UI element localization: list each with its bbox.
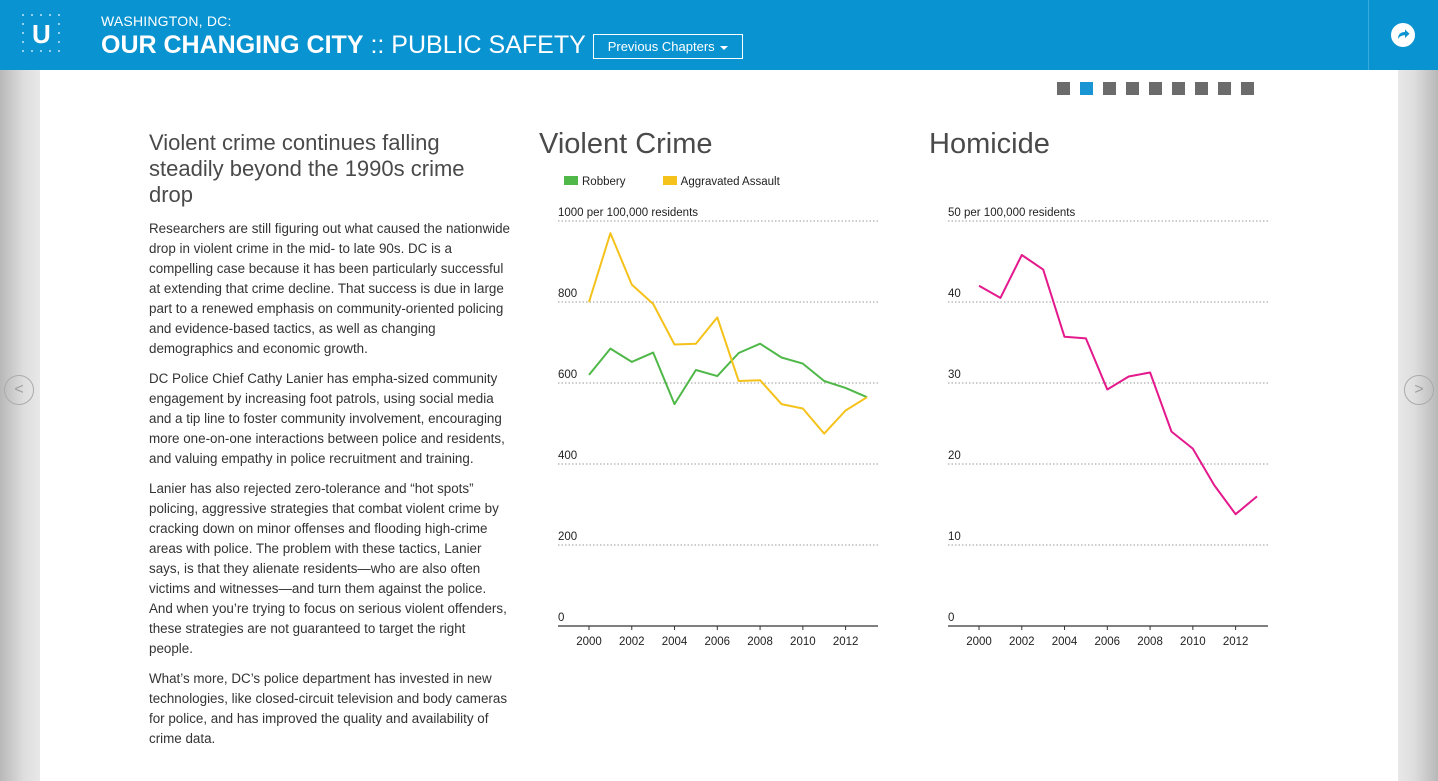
x-tick-label: 2010 xyxy=(790,636,816,648)
x-tick-label: 2008 xyxy=(747,636,773,648)
pager-dot-3[interactable] xyxy=(1103,82,1116,95)
previous-chapters-label: Previous Chapters xyxy=(607,39,715,54)
location-kicker: WASHINGTON, DC: xyxy=(101,13,232,29)
logo-dots xyxy=(22,14,62,58)
left-rail xyxy=(0,70,40,781)
x-tick-label: 2008 xyxy=(1137,636,1163,648)
legend-swatch-assault xyxy=(662,176,677,186)
logo-dot xyxy=(31,14,33,16)
article: Violent crime continues falling steadily… xyxy=(149,130,511,759)
page-title-main: OUR CHANGING CITY xyxy=(101,31,364,59)
y-tick-label: 30 xyxy=(948,369,961,381)
x-tick-label: 2012 xyxy=(1223,636,1249,648)
logo-dot xyxy=(58,14,60,16)
homicide-chart: 0 10 20 30 40 50 per 100,000 residents 2000 200… xyxy=(948,207,1268,648)
y-tick-label: 400 xyxy=(558,450,577,462)
previous-slide-button[interactable]: < xyxy=(4,375,34,405)
top-bar: U WASHINGTON, DC: OUR CHANGING CITY :: P… xyxy=(0,0,1438,70)
article-headline: Violent crime continues falling steadily… xyxy=(149,130,465,207)
share-arrow-icon xyxy=(1391,23,1415,47)
pager-dot-4[interactable] xyxy=(1126,82,1139,95)
y-tick-label: 10 xyxy=(948,531,961,543)
legend-item-assault: Aggravated Assault xyxy=(662,176,780,188)
y-tick-label: 600 xyxy=(558,369,577,381)
violent-crime-chart: 0 200 400 600 800 1000 per 100,000 residents 2… xyxy=(558,207,878,648)
logo-letter: U xyxy=(32,19,51,49)
logo-dot xyxy=(49,50,51,52)
previous-chapters-button[interactable]: Previous Chapters xyxy=(593,34,743,59)
legend-label-assault: Aggravated Assault xyxy=(680,176,780,188)
x-tick-label: 2000 xyxy=(966,636,992,648)
logo-dot xyxy=(40,50,42,52)
x-tick-label: 2002 xyxy=(1009,636,1035,648)
x-tick-label: 2006 xyxy=(1095,636,1121,648)
logo-dot xyxy=(31,50,33,52)
x-tick-label: 2012 xyxy=(833,636,859,648)
pager-dot-5[interactable] xyxy=(1149,82,1162,95)
logo-dot xyxy=(22,23,24,25)
logo-dot xyxy=(58,50,60,52)
pager-dot-6[interactable] xyxy=(1172,82,1185,95)
pager-dot-7[interactable] xyxy=(1195,82,1208,95)
logo-dot xyxy=(22,14,24,16)
violent-crime-legend: Robbery Aggravated Assault xyxy=(564,176,814,188)
logo-dot xyxy=(58,41,60,43)
right-rail xyxy=(1398,70,1438,781)
article-paragraph: Lanier has also rejected zero-tolerance … xyxy=(149,481,507,656)
logo-dot xyxy=(49,14,51,16)
logo-dot xyxy=(22,32,24,34)
x-tick-label: 2010 xyxy=(1180,636,1206,648)
page-title-chapter: PUBLIC SAFETY xyxy=(391,31,586,59)
legend-item-robbery: Robbery xyxy=(564,176,625,188)
y-tick-label: 50 per 100,000 residents xyxy=(948,207,1075,219)
pager-dot-9[interactable] xyxy=(1241,82,1254,95)
article-paragraph: Researchers are still figuring out what … xyxy=(149,221,511,356)
y-tick-label: 20 xyxy=(948,450,961,462)
share-button[interactable] xyxy=(1368,0,1438,70)
pager-dot-8[interactable] xyxy=(1218,82,1231,95)
y-tick-label: 200 xyxy=(558,531,577,543)
y-tick-label: 800 xyxy=(558,288,577,300)
logo-dot xyxy=(58,32,60,34)
x-tick-label: 2000 xyxy=(576,636,602,648)
homicide-chart-title: Homicide xyxy=(929,128,1050,160)
legend-label-robbery: Robbery xyxy=(582,176,626,188)
logo-dot xyxy=(40,14,42,16)
next-slide-button[interactable]: > xyxy=(1404,375,1434,405)
logo-icon[interactable]: U xyxy=(0,0,82,70)
article-paragraph: What’s more, DC’s police department has … xyxy=(149,671,508,746)
page-title: OUR CHANGING CITY :: PUBLIC SAFETY xyxy=(101,31,586,60)
logo-dot xyxy=(22,50,24,52)
logo-dot xyxy=(58,23,60,25)
y-tick-label: 0 xyxy=(558,612,564,624)
legend-swatch-robbery xyxy=(564,176,578,186)
article-paragraph: DC Police Chief Cathy Lanier has empha-s… xyxy=(149,371,505,466)
series-line-aggravated-assault xyxy=(588,232,868,435)
chevron-down-icon xyxy=(720,45,729,50)
pager-dot-2[interactable] xyxy=(1080,82,1093,95)
violent-crime-chart-title: Violent Crime xyxy=(539,128,713,160)
x-tick-label: 2004 xyxy=(662,636,688,648)
y-tick-label: 0 xyxy=(948,612,954,624)
logo-dot xyxy=(22,41,24,43)
x-tick-label: 2004 xyxy=(1052,636,1078,648)
x-tick-label: 2006 xyxy=(705,636,731,648)
series-line-robbery xyxy=(588,342,868,406)
pager-dot-1[interactable] xyxy=(1057,82,1070,95)
series-line-homicide xyxy=(978,254,1258,516)
y-tick-label: 40 xyxy=(948,288,961,300)
y-tick-label: 1000 per 100,000 residents xyxy=(558,207,698,219)
x-tick-label: 2002 xyxy=(619,636,645,648)
page-title-separator: :: xyxy=(363,31,392,59)
